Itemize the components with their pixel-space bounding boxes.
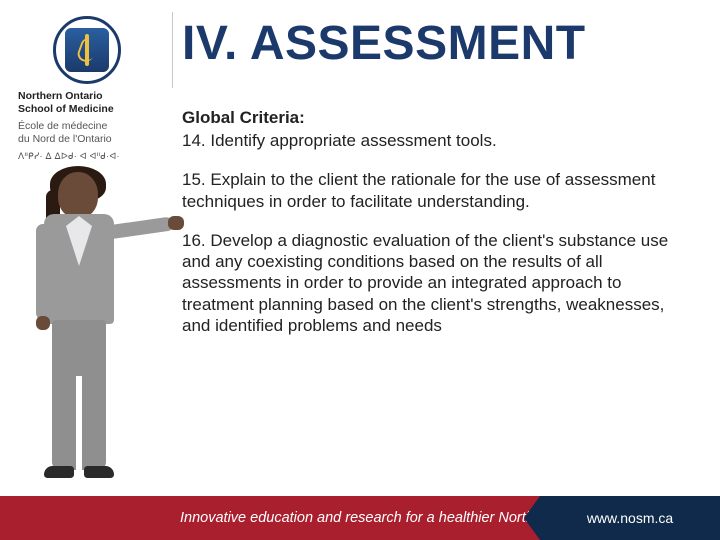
org-name-en-line2: School of Medicine — [18, 103, 114, 115]
subheading: Global Criteria: — [182, 108, 682, 128]
org-logo-block: Northern Ontario School of Medicine Écol… — [12, 16, 162, 162]
crest-icon — [53, 16, 121, 84]
footer-url: www.nosm.ca — [540, 496, 720, 540]
slide-body: Global Criteria: 14. Identify appropriat… — [182, 108, 682, 354]
org-name-text: Northern Ontario School of Medicine Écol… — [12, 90, 162, 162]
criteria-item-14: 14. Identify appropriate assessment tool… — [182, 130, 682, 151]
footer-url-text: www.nosm.ca — [587, 510, 673, 526]
org-name-indigenous: ᐱᐦᑭᓯ· ᐃ ᐃᐅᑯ· ᐊ ᐊᐦᑯ·ᐊ· — [18, 151, 162, 162]
org-name-en-line1: Northern Ontario — [18, 90, 103, 102]
vertical-divider — [172, 12, 173, 88]
presenter-figure — [0, 166, 180, 496]
criteria-item-15: 15. Explain to the client the rationale … — [182, 169, 682, 212]
org-name-fr-line2: du Nord de l'Ontario — [18, 133, 112, 145]
footer-tagline: Innovative education and research for a … — [0, 496, 540, 540]
slide-title: IV. ASSESSMENT — [182, 16, 586, 71]
org-name-fr-line1: École de médecine — [18, 120, 107, 132]
slide: Northern Ontario School of Medicine Écol… — [0, 0, 720, 540]
slide-footer: Innovative education and research for a … — [0, 496, 720, 540]
criteria-item-16: 16. Develop a diagnostic evaluation of t… — [182, 230, 682, 336]
